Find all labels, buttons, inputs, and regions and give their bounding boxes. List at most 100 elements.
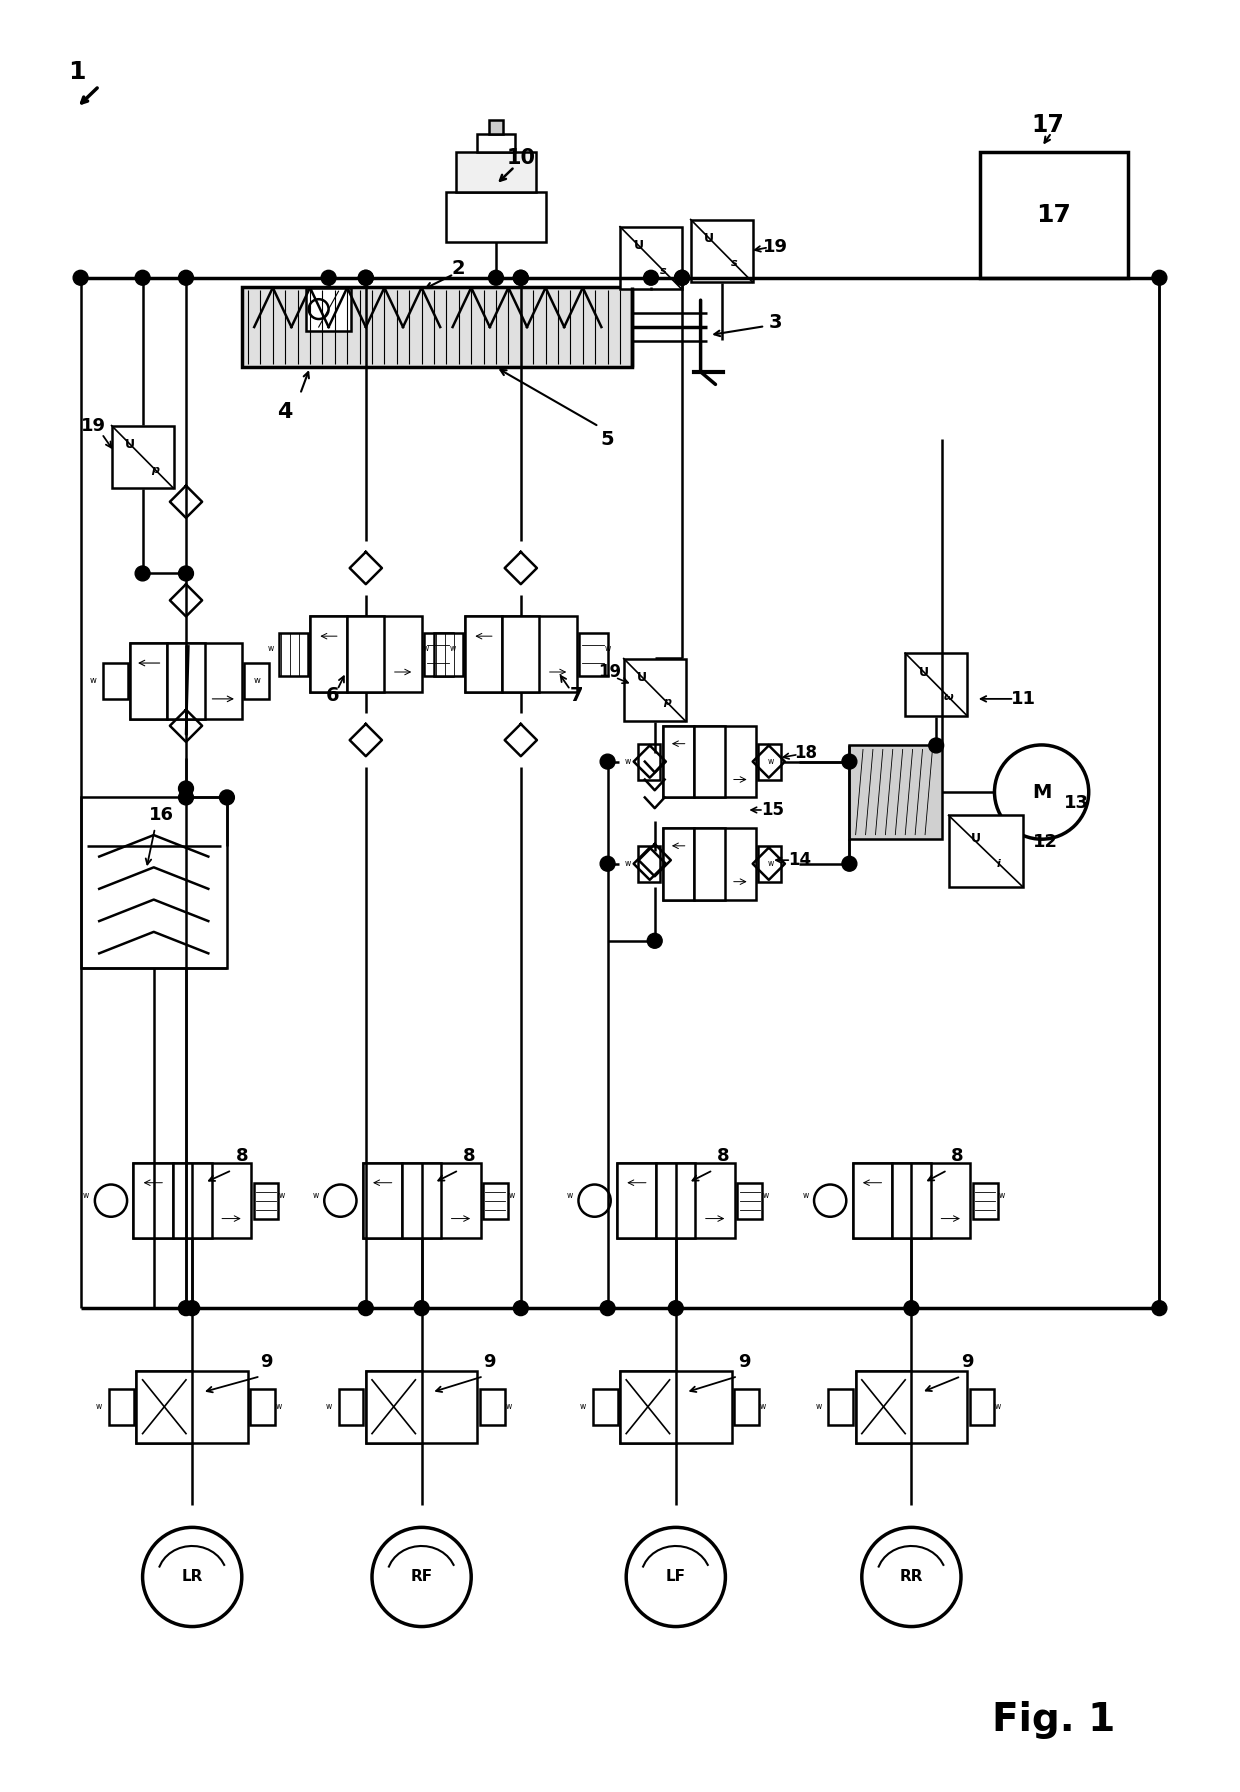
Circle shape xyxy=(600,857,615,871)
Text: 8: 8 xyxy=(236,1147,248,1165)
Circle shape xyxy=(600,754,615,769)
Circle shape xyxy=(309,299,329,319)
Bar xyxy=(134,1163,250,1238)
Bar xyxy=(856,1371,911,1443)
Circle shape xyxy=(489,271,503,285)
Text: w: w xyxy=(325,1401,332,1412)
Circle shape xyxy=(842,754,857,769)
Circle shape xyxy=(904,1301,919,1315)
Bar xyxy=(81,797,227,968)
Circle shape xyxy=(219,790,234,805)
Text: 4: 4 xyxy=(278,401,293,423)
Circle shape xyxy=(135,566,150,581)
Text: 8: 8 xyxy=(717,1147,729,1165)
Bar xyxy=(244,663,269,699)
Circle shape xyxy=(862,1527,961,1627)
Circle shape xyxy=(143,1527,242,1627)
Text: 19: 19 xyxy=(599,663,621,681)
Bar xyxy=(136,1371,248,1443)
Text: 9: 9 xyxy=(260,1353,273,1371)
Text: U: U xyxy=(971,831,981,846)
Text: w: w xyxy=(83,1190,89,1201)
Text: RF: RF xyxy=(410,1570,433,1584)
Bar xyxy=(402,1163,441,1238)
Text: 14: 14 xyxy=(789,851,811,869)
Circle shape xyxy=(325,1185,357,1217)
Text: i: i xyxy=(996,858,1001,869)
Bar xyxy=(446,192,546,242)
Bar xyxy=(310,616,347,692)
Text: w: w xyxy=(253,676,260,686)
Bar xyxy=(849,745,942,839)
Text: w: w xyxy=(505,1401,512,1412)
Circle shape xyxy=(668,1301,683,1315)
Text: 17: 17 xyxy=(1032,113,1064,138)
Text: w: w xyxy=(449,643,456,654)
Bar xyxy=(130,643,167,719)
Bar xyxy=(694,828,724,900)
Bar xyxy=(250,1389,275,1425)
Text: w: w xyxy=(579,1401,587,1412)
Text: 2: 2 xyxy=(453,260,465,278)
Text: U: U xyxy=(637,670,647,685)
Text: 7: 7 xyxy=(570,686,583,704)
Bar xyxy=(691,220,753,283)
Circle shape xyxy=(179,566,193,581)
Circle shape xyxy=(513,1301,528,1315)
Circle shape xyxy=(513,271,528,285)
Text: 11: 11 xyxy=(1011,690,1035,708)
Text: LF: LF xyxy=(666,1570,686,1584)
Text: w: w xyxy=(567,1190,573,1201)
Circle shape xyxy=(929,738,944,753)
Text: p: p xyxy=(663,697,671,708)
Bar xyxy=(242,287,632,367)
Bar xyxy=(112,426,174,487)
Bar xyxy=(489,120,503,134)
Text: LR: LR xyxy=(181,1570,203,1584)
Bar xyxy=(656,1163,696,1238)
Bar xyxy=(662,726,755,797)
Text: 1: 1 xyxy=(68,59,86,84)
Bar xyxy=(456,152,536,192)
Circle shape xyxy=(358,271,373,285)
Text: M: M xyxy=(1032,783,1052,801)
Bar xyxy=(624,659,686,720)
Text: U: U xyxy=(125,437,135,452)
Circle shape xyxy=(179,1301,193,1315)
Bar xyxy=(949,815,1023,887)
Bar xyxy=(972,1183,997,1219)
Text: w: w xyxy=(768,858,774,869)
Bar xyxy=(579,633,608,676)
Bar xyxy=(637,846,660,882)
Text: 5: 5 xyxy=(601,430,614,448)
Bar xyxy=(339,1389,363,1425)
Text: 10: 10 xyxy=(506,147,536,168)
Bar xyxy=(363,1163,481,1238)
Circle shape xyxy=(513,271,528,285)
Bar xyxy=(734,1389,759,1425)
Bar xyxy=(694,726,724,797)
Circle shape xyxy=(1152,271,1167,285)
Text: 18: 18 xyxy=(795,744,817,762)
Text: w: w xyxy=(275,1401,283,1412)
Text: 19: 19 xyxy=(81,418,105,435)
Bar xyxy=(172,1163,212,1238)
Circle shape xyxy=(179,781,193,796)
Circle shape xyxy=(600,1301,615,1315)
Bar xyxy=(103,663,128,699)
Bar xyxy=(620,1371,676,1443)
Bar xyxy=(758,744,781,780)
Text: ω: ω xyxy=(944,692,954,702)
Text: 17: 17 xyxy=(1037,202,1071,228)
Text: w: w xyxy=(95,1401,103,1412)
Circle shape xyxy=(578,1185,611,1217)
Bar xyxy=(434,633,463,676)
Bar xyxy=(136,1371,192,1443)
Bar xyxy=(484,1183,508,1219)
Text: w: w xyxy=(312,1190,319,1201)
Bar xyxy=(424,633,453,676)
Bar xyxy=(637,744,660,780)
Text: 13: 13 xyxy=(1064,794,1089,812)
Circle shape xyxy=(179,790,193,805)
Bar xyxy=(905,654,967,717)
